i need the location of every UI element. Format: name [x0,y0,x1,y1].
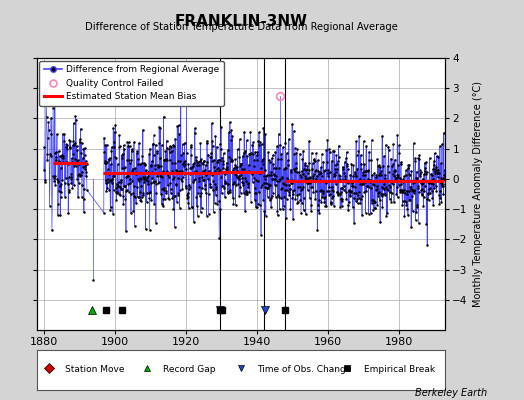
Text: Record Gap: Record Gap [163,366,216,374]
Text: FRANKLIN-3NW: FRANKLIN-3NW [174,14,308,29]
Text: Empirical Break: Empirical Break [364,366,435,374]
Legend: Difference from Regional Average, Quality Control Failed, Estimated Station Mean: Difference from Regional Average, Qualit… [39,61,224,106]
Text: Station Move: Station Move [66,366,125,374]
Text: Berkeley Earth: Berkeley Earth [415,388,487,398]
Y-axis label: Monthly Temperature Anomaly Difference (°C): Monthly Temperature Anomaly Difference (… [473,81,483,307]
Text: Time of Obs. Change: Time of Obs. Change [257,366,352,374]
Text: Difference of Station Temperature Data from Regional Average: Difference of Station Temperature Data f… [84,22,398,32]
